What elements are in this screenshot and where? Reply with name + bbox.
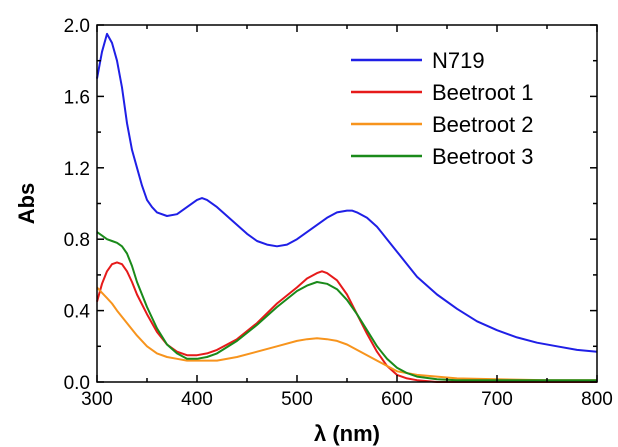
y-tick-label: 0.8 <box>64 230 90 251</box>
legend-label-beetroot-1: Beetroot 1 <box>432 80 534 105</box>
x-tick-label: 600 <box>381 389 413 410</box>
plot-frame <box>96 24 598 383</box>
legend-label-beetroot-3: Beetroot 3 <box>432 144 534 169</box>
y-tick-label: 0.4 <box>64 302 91 323</box>
y-axis-title: Abs <box>14 183 39 225</box>
series-line-n719 <box>96 32 598 353</box>
x-tick-label: 500 <box>281 389 313 410</box>
y-tick-label: 1.6 <box>64 87 90 108</box>
y-tick-label: 0.0 <box>64 373 90 394</box>
legend-label-n719: N719 <box>432 48 485 73</box>
x-axis-title: λ (nm) <box>314 421 380 446</box>
x-tick-label: 800 <box>581 389 613 410</box>
series-line-beetroot-1 <box>96 261 597 383</box>
x-tick-label: 300 <box>81 389 113 410</box>
legend-label-beetroot-2: Beetroot 2 <box>432 112 534 137</box>
series-line-beetroot-3 <box>96 231 597 382</box>
ticks-layer: 300 400 500 600 700 800 0.0 0.4 0.8 1.2 1.6 2.0 <box>64 16 613 410</box>
x-tick-label: 700 <box>481 389 513 410</box>
legend: N719 Beetroot 1 Beetroot 2 Beetroot 3 <box>351 48 534 169</box>
y-tick-label: 2.0 <box>64 16 90 37</box>
y-tick-label: 1.2 <box>64 159 90 180</box>
x-tick-label: 400 <box>181 389 213 410</box>
